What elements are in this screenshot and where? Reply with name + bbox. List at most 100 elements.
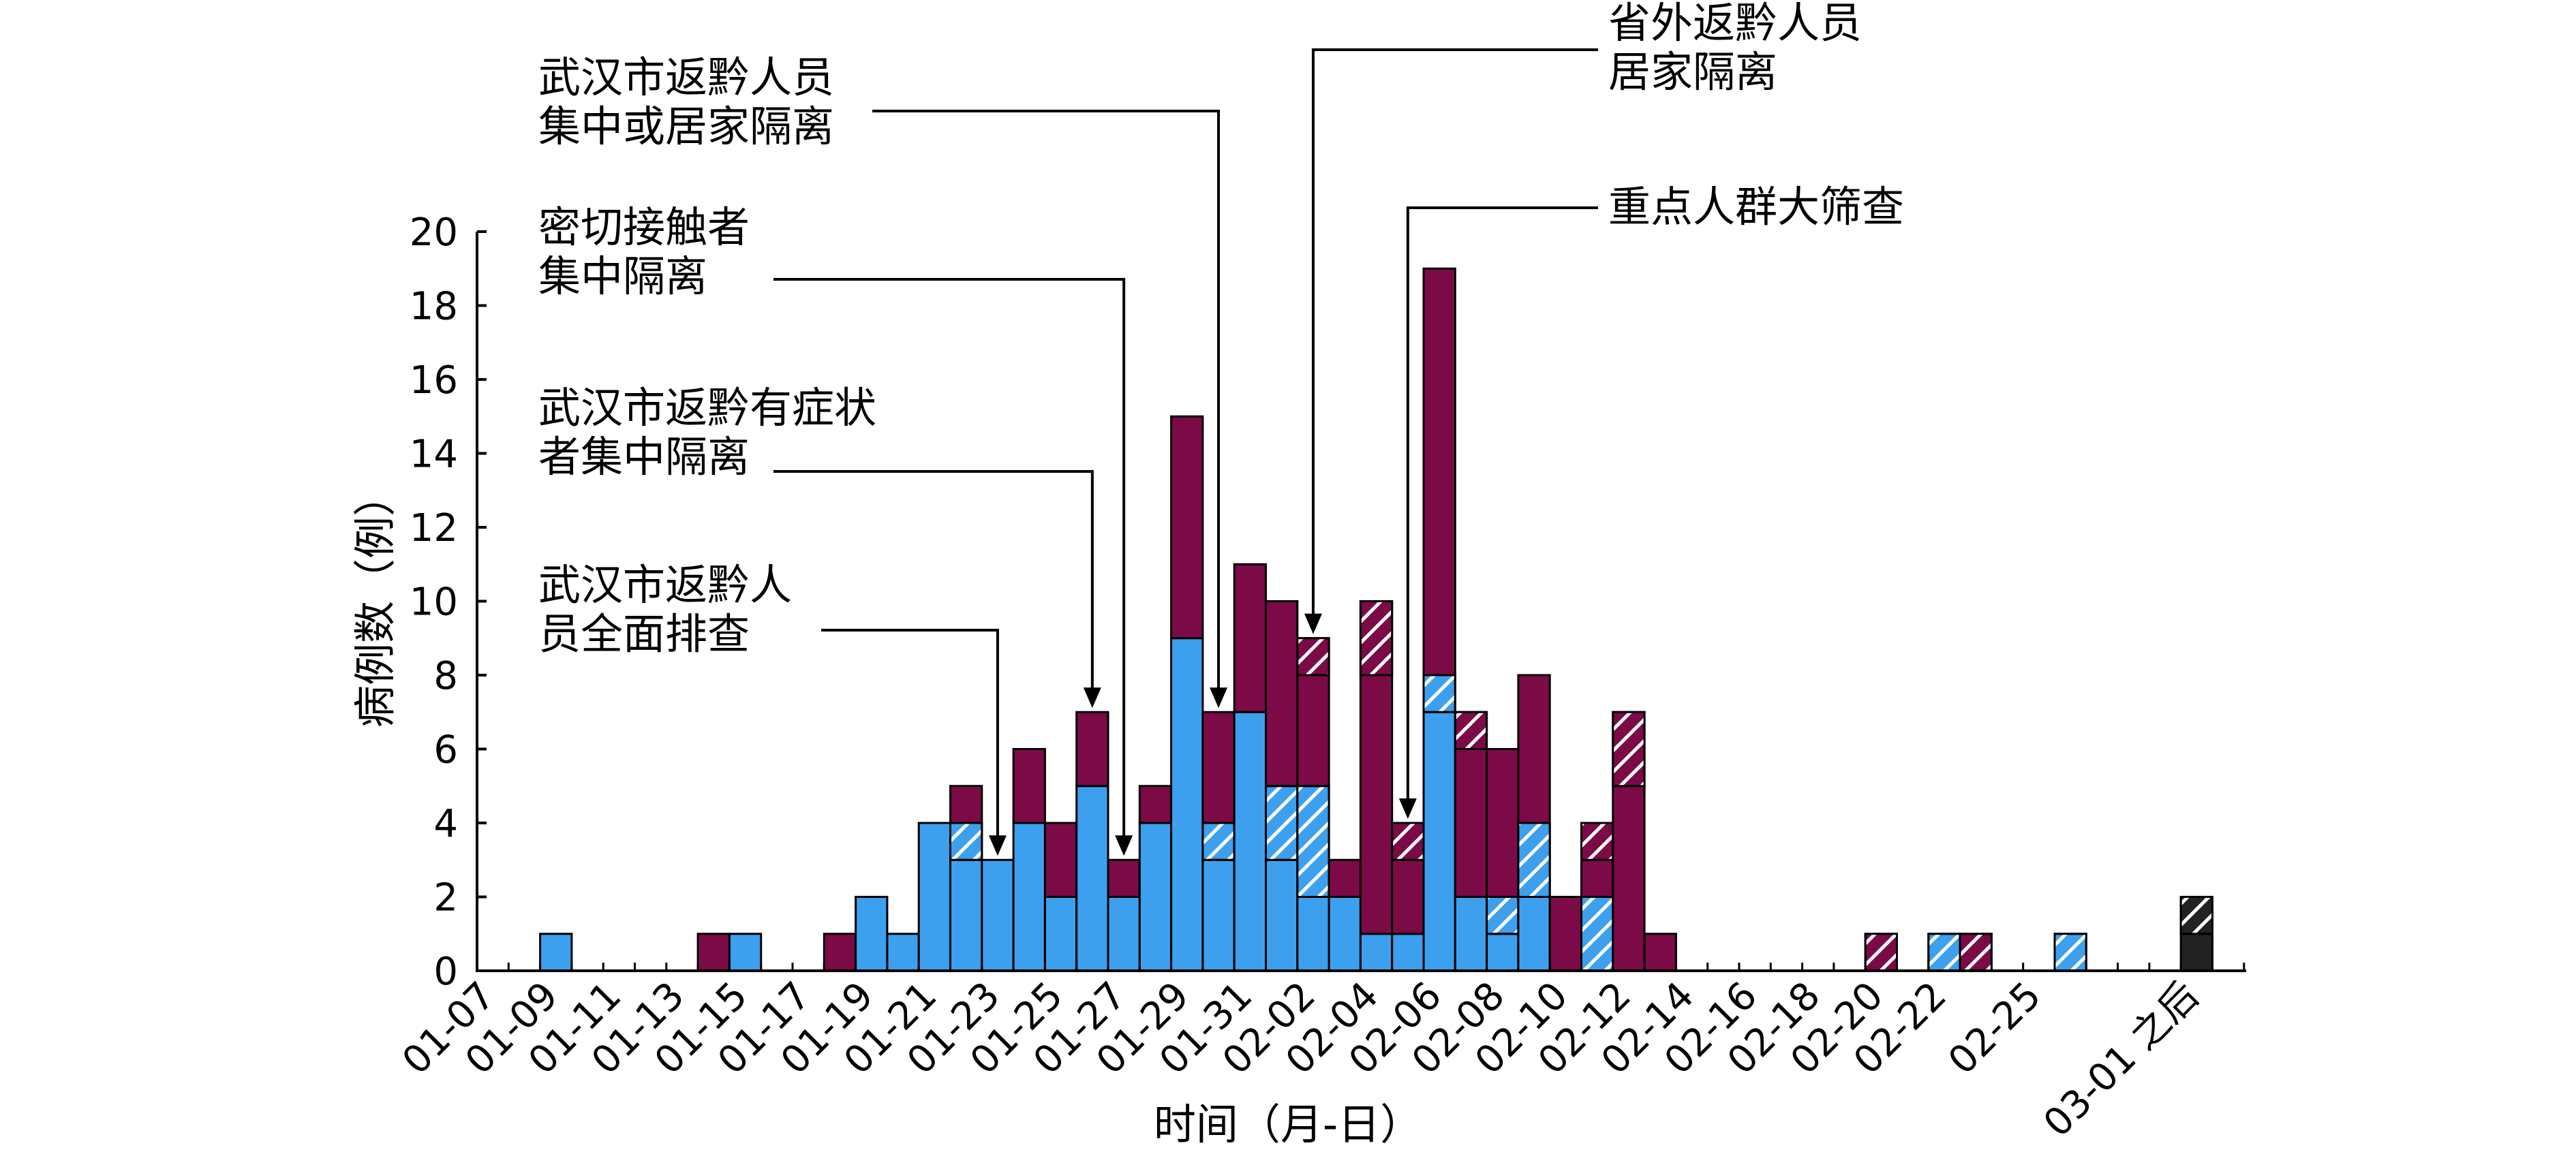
annotation-arrow-line — [773, 278, 1126, 839]
annotation-arrow-head — [1304, 613, 1322, 634]
annotation-arrow-line — [872, 110, 1221, 691]
y-ticks: 0 2 4 6 8 10 12 14 16 18 20 — [410, 211, 487, 994]
annotation: 重点人群大筛查 — [1398, 182, 1904, 819]
bar-segment-blue — [917, 822, 951, 972]
bar-segment-maroon — [1359, 674, 1394, 935]
bar-segment-maroon — [949, 785, 983, 824]
bar-segment-blue — [1265, 858, 1299, 972]
y-tick-label: 18 — [410, 285, 458, 329]
bar-segment-blue — [1043, 896, 1078, 972]
y-tick-label: 0 — [433, 950, 458, 994]
y-tick-label: 8 — [433, 654, 458, 698]
bar-hatch-overlay — [1454, 711, 1488, 750]
bar-hatch-overlay — [1580, 822, 1614, 861]
bar-hatch-overlay — [1359, 600, 1394, 676]
y-tick-label: 2 — [433, 876, 458, 920]
bar-hatch-overlay — [1580, 896, 1614, 972]
y-tick-label: 14 — [410, 433, 458, 477]
x-tick-label: 02-25 — [1940, 974, 2050, 1083]
bar-segment-maroon — [696, 933, 731, 972]
y-tick-label: 16 — [410, 358, 458, 403]
annotation-text: 密切接触者 — [538, 202, 750, 252]
bar-segment-maroon — [1643, 933, 1677, 972]
annotation-arrow-head — [1083, 687, 1101, 709]
y-tick-label: 6 — [433, 728, 458, 773]
bar-hatch-overlay — [1391, 822, 1425, 861]
bar-hatch-overlay — [1201, 822, 1236, 861]
annotation-text: 重点人群大筛查 — [1608, 182, 1904, 232]
bar-segment-maroon — [1580, 858, 1614, 898]
y-tick-label: 12 — [410, 506, 458, 550]
bar-segment-blue — [981, 858, 1015, 972]
bar-segment-maroon — [1233, 563, 1267, 713]
bar-segment-maroon — [1548, 896, 1582, 972]
bar-segment-blue — [1517, 896, 1551, 972]
annotation-text: 员全面排查 — [538, 609, 750, 659]
bar-segment-maroon — [1201, 711, 1236, 824]
bar-hatch-overlay — [1927, 933, 1961, 972]
bar-segment-maroon — [1296, 674, 1330, 788]
bar-hatch-overlay — [2179, 896, 2213, 935]
y-tick-label: 10 — [410, 580, 458, 625]
annotations: 武汉市返黔人员全面排查武汉市返黔有症状者集中隔离密切接触者集中隔离武汉市返黔人员… — [538, 0, 1904, 856]
bar-segment-maroon — [1107, 858, 1141, 898]
annotation-text: 集中或居家隔离 — [538, 102, 834, 151]
bar-hatch-overlay — [1517, 822, 1551, 898]
bar-segment-maroon — [1328, 858, 1362, 898]
bar-segment-blue — [1486, 933, 1520, 972]
annotation-arrow-head — [1210, 687, 1228, 709]
annotation-text: 武汉市返黔有症状 — [538, 383, 876, 433]
bar-segment-blue — [1454, 896, 1488, 972]
bar-segment-maroon — [1075, 711, 1109, 788]
bar-segment-blue — [1422, 711, 1456, 972]
bar-hatch-overlay — [1422, 674, 1456, 713]
annotation-text: 居家隔离 — [1608, 47, 1777, 97]
bar-hatch-overlay — [1486, 896, 1520, 935]
bar-segment-blue — [855, 896, 889, 972]
bar-hatch-overlay — [1296, 785, 1330, 898]
bar-segment-blue — [1359, 933, 1394, 972]
bar-segment-maroon — [1391, 858, 1425, 935]
bar-hatch-overlay — [1612, 711, 1646, 788]
bar-segment-maroon — [1138, 785, 1173, 824]
bar-segment-maroon — [1486, 748, 1520, 898]
annotation-arrow-head — [1398, 798, 1417, 819]
bar-segment-maroon — [1012, 748, 1046, 824]
bar-segment-blue — [1170, 637, 1204, 972]
bar-hatch-overlay — [1959, 933, 1993, 972]
bar-segment-maroon — [1043, 822, 1078, 898]
y-tick-label: 4 — [433, 802, 458, 846]
bar-segment-blue — [728, 933, 763, 972]
bar-segment-blue — [1296, 896, 1330, 972]
x-tick-label: 03-01 之后 — [2035, 974, 2207, 1146]
bar-segment-blue — [1201, 858, 1236, 972]
annotation-arrow-head — [1115, 835, 1133, 856]
bar-segment-blue — [1328, 896, 1362, 972]
bar-segment-maroon — [1170, 415, 1204, 640]
bar-segment-maroon — [1612, 785, 1646, 972]
bar-hatch-overlay — [1265, 785, 1299, 861]
bar-segment-blue — [1391, 933, 1425, 972]
annotation-text: 集中隔离 — [538, 251, 707, 301]
annotation-arrow-head — [988, 835, 1007, 856]
bar-segment-blue — [886, 933, 920, 972]
annotation-arrow-line — [821, 629, 999, 839]
annotation-text: 者集中隔离 — [538, 432, 750, 482]
bar-hatch-overlay — [1296, 637, 1330, 676]
bars-layer — [539, 267, 2213, 972]
bar-segment-maroon — [1517, 674, 1551, 824]
annotation-arrow-line — [773, 470, 1094, 691]
bar-segment-maroon — [1454, 748, 1488, 898]
bar-segment-blue — [539, 933, 573, 972]
annotation-text: 武汉市返黔人 — [538, 560, 792, 610]
bar-hatch-overlay — [1864, 933, 1898, 972]
y-tick-label: 20 — [410, 211, 458, 255]
bar-segment-blue — [1138, 822, 1173, 972]
bar-segment-maroon — [1422, 267, 1456, 676]
